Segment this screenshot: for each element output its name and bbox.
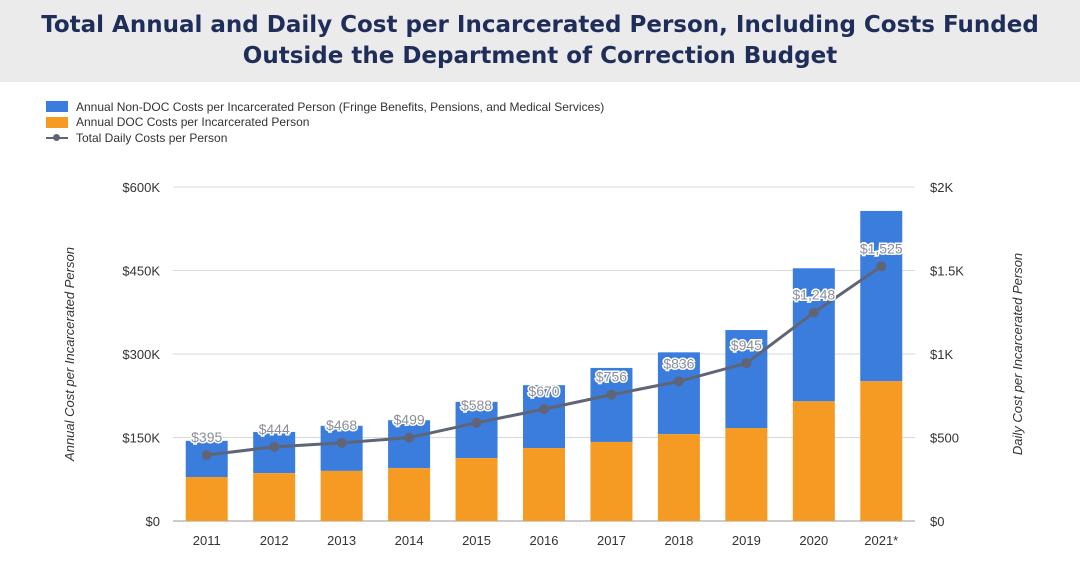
- bar-doc: [792, 401, 835, 521]
- data-label: $836: [663, 355, 694, 371]
- y-axis-title-left: Annual Cost per Incarcerated Person: [62, 247, 77, 462]
- data-label: $588: [461, 397, 492, 413]
- y-tick-right: $2K: [930, 180, 953, 195]
- y-tick-left: $600K: [122, 180, 160, 195]
- bar-non-doc: [455, 401, 498, 459]
- x-tick: 2016: [530, 533, 559, 548]
- legend-label: Annual Non-DOC Costs per Incarcerated Pe…: [76, 99, 605, 114]
- x-tick: 2017: [597, 533, 626, 548]
- bar-non-doc: [725, 330, 768, 429]
- data-label: $756: [596, 369, 627, 385]
- legend-item-doc: Annual DOC Costs per Incarcerated Person: [46, 115, 604, 131]
- bar-doc: [590, 441, 633, 521]
- legend-swatch-daily: [46, 132, 68, 143]
- bar-non-doc: [253, 431, 296, 474]
- bar-doc: [320, 470, 363, 521]
- bar-non-doc: [388, 420, 431, 469]
- chart-title: Total Annual and Daily Cost per Incarcer…: [41, 12, 1039, 69]
- daily-cost-point: [539, 404, 549, 415]
- x-tick: 2015: [462, 533, 491, 548]
- daily-cost-point: [471, 417, 482, 428]
- x-tick: 2020: [799, 533, 828, 548]
- bar-doc: [455, 458, 498, 521]
- title-band: Total Annual and Daily Cost per Incarcer…: [0, 0, 1080, 82]
- bar-doc: [523, 448, 565, 521]
- data-label: $444: [259, 421, 290, 437]
- bar-doc: [253, 473, 296, 521]
- daily-cost-point: [201, 450, 212, 461]
- x-tick: 2014: [395, 533, 424, 548]
- x-tick: 2012: [260, 533, 289, 548]
- daily-cost-point: [808, 307, 819, 318]
- daily-cost-point: [673, 376, 684, 387]
- y-tick-right: $500: [930, 431, 959, 446]
- daily-cost-point: [404, 432, 415, 443]
- data-label: $1,525: [860, 240, 903, 256]
- y-tick-right: $1K: [930, 347, 953, 362]
- legend-item-daily: Total Daily Costs per Person: [46, 130, 604, 146]
- legend: Annual Non-DOC Costs per Incarcerated Pe…: [46, 99, 604, 146]
- legend-label: Annual DOC Costs per Incarcerated Person: [76, 115, 310, 130]
- bar-doc: [860, 381, 903, 521]
- x-tick: 2019: [732, 533, 761, 548]
- data-label: $1,248: [792, 287, 835, 303]
- bar-doc: [725, 428, 768, 521]
- bar-non-doc: [792, 268, 835, 402]
- daily-cost-point: [336, 437, 347, 448]
- bar-non-doc: [523, 385, 565, 449]
- y-tick-right: $1.5K: [930, 264, 964, 279]
- legend-label: Total Daily Costs per Person: [76, 130, 228, 145]
- daily-cost-point: [606, 389, 617, 400]
- x-tick: 2013: [327, 533, 356, 548]
- bar-non-doc: [860, 210, 903, 382]
- data-label: $945: [731, 337, 762, 353]
- daily-cost-point: [741, 358, 752, 369]
- x-tick: 2011: [193, 533, 221, 548]
- y-tick-right: $0: [930, 514, 944, 529]
- y-tick-left: $150K: [122, 431, 160, 446]
- bar-non-doc: [320, 425, 363, 471]
- x-tick: 2021*: [864, 533, 898, 548]
- legend-swatch-non-doc: [46, 101, 68, 113]
- y-tick-left: $0: [146, 514, 160, 529]
- daily-cost-point: [876, 261, 887, 272]
- data-label: $468: [326, 417, 357, 433]
- legend-swatch-doc: [46, 116, 68, 128]
- legend-item-non-doc: Annual Non-DOC Costs per Incarcerated Pe…: [46, 99, 604, 115]
- bar-non-doc: [590, 367, 633, 442]
- y-axis-title-right: Daily Cost per Incarcerated Person: [1010, 253, 1025, 455]
- data-label: $395: [191, 429, 222, 445]
- x-tick: 2018: [664, 533, 693, 548]
- daily-cost-point: [269, 441, 280, 452]
- data-label: $670: [528, 383, 559, 399]
- bar-non-doc: [657, 352, 700, 435]
- bar-doc: [388, 468, 431, 521]
- data-label: $499: [394, 412, 425, 428]
- y-tick-left: $450K: [122, 264, 160, 279]
- bar-doc: [185, 477, 228, 521]
- y-tick-left: $300K: [122, 347, 160, 362]
- bar-doc: [657, 434, 700, 521]
